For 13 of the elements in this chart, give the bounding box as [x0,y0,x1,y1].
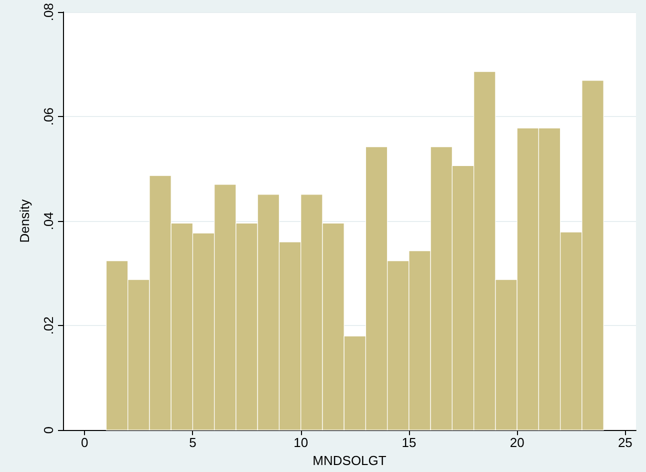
y-tick-label: 0 [41,426,56,434]
y-axis-title: Density [17,198,32,243]
x-axis-title: MNDSOLGT [312,453,386,468]
y-tick-label: .04 [41,212,56,230]
y-tick-label: .06 [41,108,56,126]
y-tick-label: .08 [41,2,56,22]
x-tick-label: 10 [294,435,308,450]
x-tick-label: 20 [510,435,524,450]
x-tick-label: 15 [402,435,416,450]
x-tick-label: 25 [618,435,632,450]
x-tick-label: 0 [81,435,88,450]
y-tick-label: .02 [41,316,56,335]
x-tick-label: 5 [189,435,196,450]
